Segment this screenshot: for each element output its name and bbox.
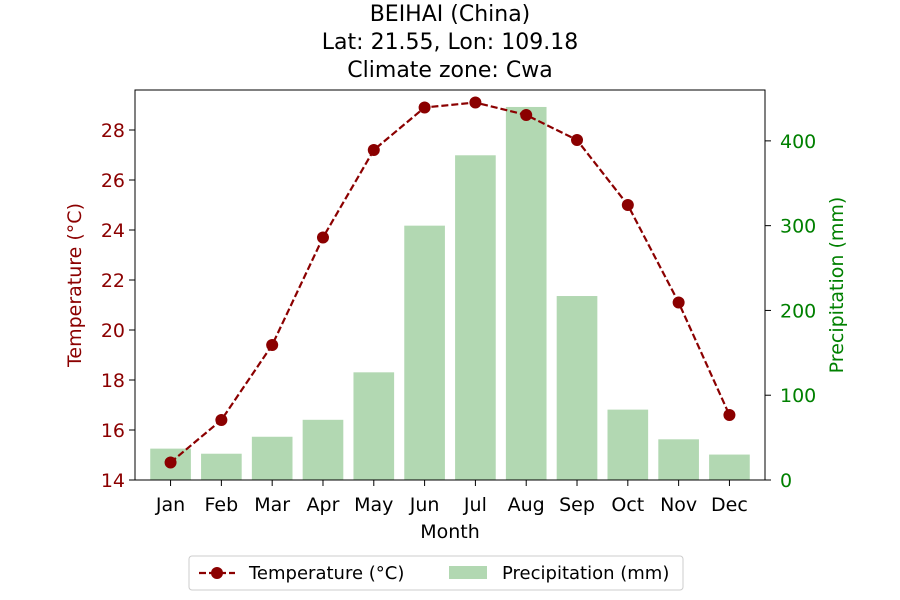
precipitation-bar xyxy=(709,454,750,480)
precipitation-bar xyxy=(201,453,242,480)
x-tick-label: May xyxy=(354,494,393,516)
temperature-point xyxy=(215,414,228,426)
x-tick-label: Oct xyxy=(611,494,644,516)
temperature-point xyxy=(164,456,177,469)
temperature-series-line xyxy=(169,101,731,464)
temperature-point xyxy=(520,109,533,121)
legend-precipitation-swatch xyxy=(449,566,487,579)
temperature-point xyxy=(469,96,482,109)
precipitation-bar xyxy=(302,419,344,480)
precipitation-bar xyxy=(353,372,395,480)
x-tick-label: Mar xyxy=(254,494,290,516)
left-tick-label: 22 xyxy=(101,270,125,292)
x-axis-label: Month xyxy=(420,521,480,543)
x-tick-label: Aug xyxy=(508,494,545,516)
right-tick-label: 100 xyxy=(780,385,816,407)
left-tick-label: 20 xyxy=(101,320,125,342)
precipitation-bars xyxy=(150,106,750,481)
title-line-1: BEIHAI (China) xyxy=(370,2,531,27)
temperature-point xyxy=(723,409,736,421)
temperature-point xyxy=(571,134,584,146)
x-tick-label: Sep xyxy=(559,494,595,516)
x-axis: Jan Feb Mar Apr May Jun Jul Aug Sep Oct Nov Dec xyxy=(155,480,748,516)
precipitation-bar xyxy=(505,106,547,481)
precipitation-bar xyxy=(658,439,699,480)
temperature-point xyxy=(367,144,380,156)
legend-temperature-label: Temperature (°C) xyxy=(248,563,404,584)
x-tick-label: Feb xyxy=(205,494,239,516)
chart-title: BEIHAI (China) Lat: 21.55, Lon: 109.18 C… xyxy=(322,2,578,83)
left-y-axis: 14 16 18 20 22 24 26 28 xyxy=(101,120,135,492)
legend: Temperature (°C) Precipitation (mm) xyxy=(188,555,684,591)
left-tick-label: 26 xyxy=(101,170,125,192)
precipitation-bar xyxy=(556,296,598,480)
right-y-axis-label: Precipitation (mm) xyxy=(826,197,848,374)
x-tick-label: Jun xyxy=(409,494,440,516)
temperature-point xyxy=(672,296,685,309)
x-tick-label: Apr xyxy=(307,494,340,516)
left-tick-label: 14 xyxy=(101,470,125,492)
left-y-axis-label: Temperature (°C) xyxy=(64,203,86,368)
left-tick-label: 18 xyxy=(101,370,125,392)
plot-frame xyxy=(134,89,766,481)
left-tick-label: 16 xyxy=(101,420,125,442)
x-tick-label: Nov xyxy=(660,494,697,516)
right-tick-label: 300 xyxy=(780,216,816,238)
title-line-3: Climate zone: Cwa xyxy=(347,58,552,83)
legend-box xyxy=(188,555,684,591)
precipitation-bar xyxy=(251,436,293,480)
precipitation-bar xyxy=(607,409,649,480)
left-tick-label: 24 xyxy=(101,220,125,242)
x-tick-label: Jul xyxy=(463,494,487,516)
right-tick-label: 400 xyxy=(780,131,816,153)
right-tick-label: 200 xyxy=(780,300,816,322)
right-tick-label: 0 xyxy=(780,470,792,492)
title-line-2: Lat: 21.55, Lon: 109.18 xyxy=(322,30,578,55)
right-y-axis: 0 100 200 300 400 xyxy=(765,131,816,492)
left-tick-label: 28 xyxy=(101,120,125,142)
temperature-point xyxy=(621,199,634,211)
temperature-point xyxy=(316,231,329,244)
temperature-line xyxy=(164,96,736,469)
precipitation-bar xyxy=(455,155,496,481)
x-tick-label: Dec xyxy=(711,494,748,516)
temperature-point xyxy=(266,339,279,351)
precipitation-bar xyxy=(404,225,445,480)
temperature-point xyxy=(418,101,431,114)
legend-temperature-marker xyxy=(211,567,223,579)
legend-precipitation-label: Precipitation (mm) xyxy=(502,563,669,584)
x-tick-label: Jan xyxy=(155,494,185,516)
